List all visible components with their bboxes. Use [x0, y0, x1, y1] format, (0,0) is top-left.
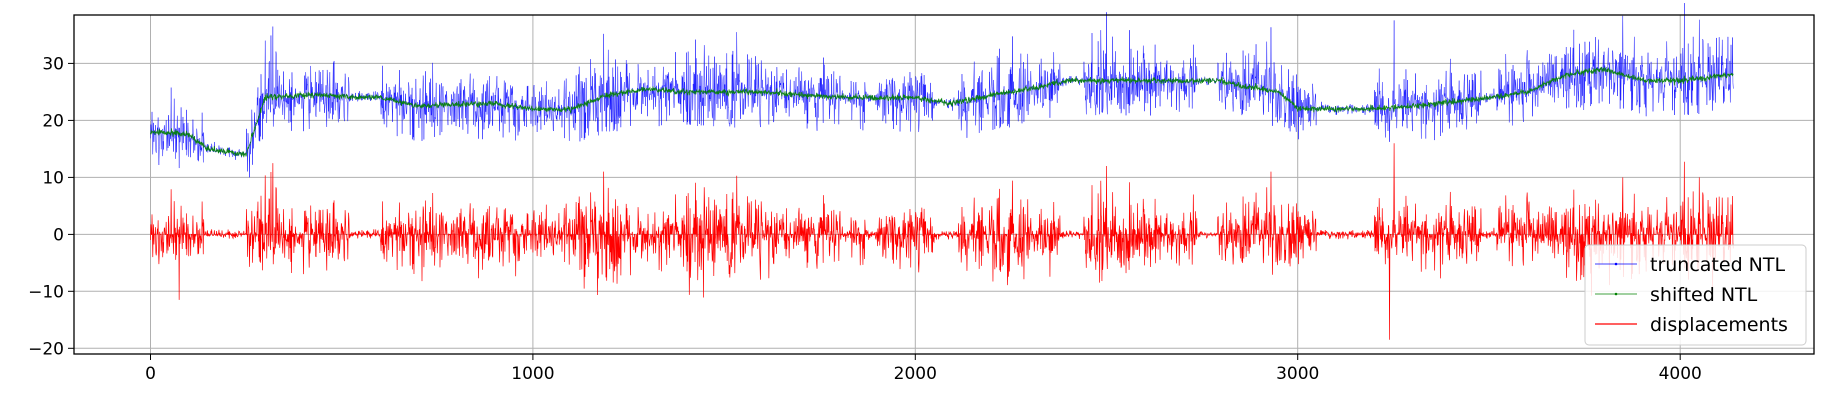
y-tick-label-4: 20 — [42, 111, 64, 131]
series-line-shifted-ntl — [150, 66, 1734, 158]
legend-label-truncated-ntl: truncated NTL — [1650, 254, 1785, 276]
legend-label-shifted-ntl: shifted NTL — [1650, 284, 1758, 306]
axes-frame — [73, 14, 1815, 355]
x-tick-label-1: 1000 — [511, 364, 554, 384]
y-tick-label-2: 0 — [53, 225, 64, 245]
legend-label-displacements: displacements — [1650, 314, 1788, 336]
legend: truncated NTL shifted NTL displacements — [1584, 244, 1807, 346]
x-tick-label-3: 3000 — [1276, 364, 1319, 384]
legend-box — [1584, 244, 1807, 346]
plot-data — [150, 3, 1734, 340]
legend-marker-shifted-ntl — [1614, 292, 1618, 296]
axis-ticks: 0 1000 2000 3000 4000 −20 −10 0 10 20 30 — [28, 54, 1702, 384]
grid — [74, 15, 1814, 354]
y-tick-label-3: 10 — [42, 168, 64, 188]
x-tick-label-2: 2000 — [894, 364, 937, 384]
x-tick-label-4: 4000 — [1659, 364, 1702, 384]
y-tick-label-1: −10 — [28, 282, 64, 302]
legend-marker-truncated-ntl — [1614, 262, 1618, 266]
series-line-displacements — [150, 143, 1734, 340]
y-tick-label-5: 30 — [42, 54, 64, 74]
x-tick-label-0: 0 — [145, 364, 156, 384]
y-tick-label-0: −20 — [28, 339, 64, 359]
